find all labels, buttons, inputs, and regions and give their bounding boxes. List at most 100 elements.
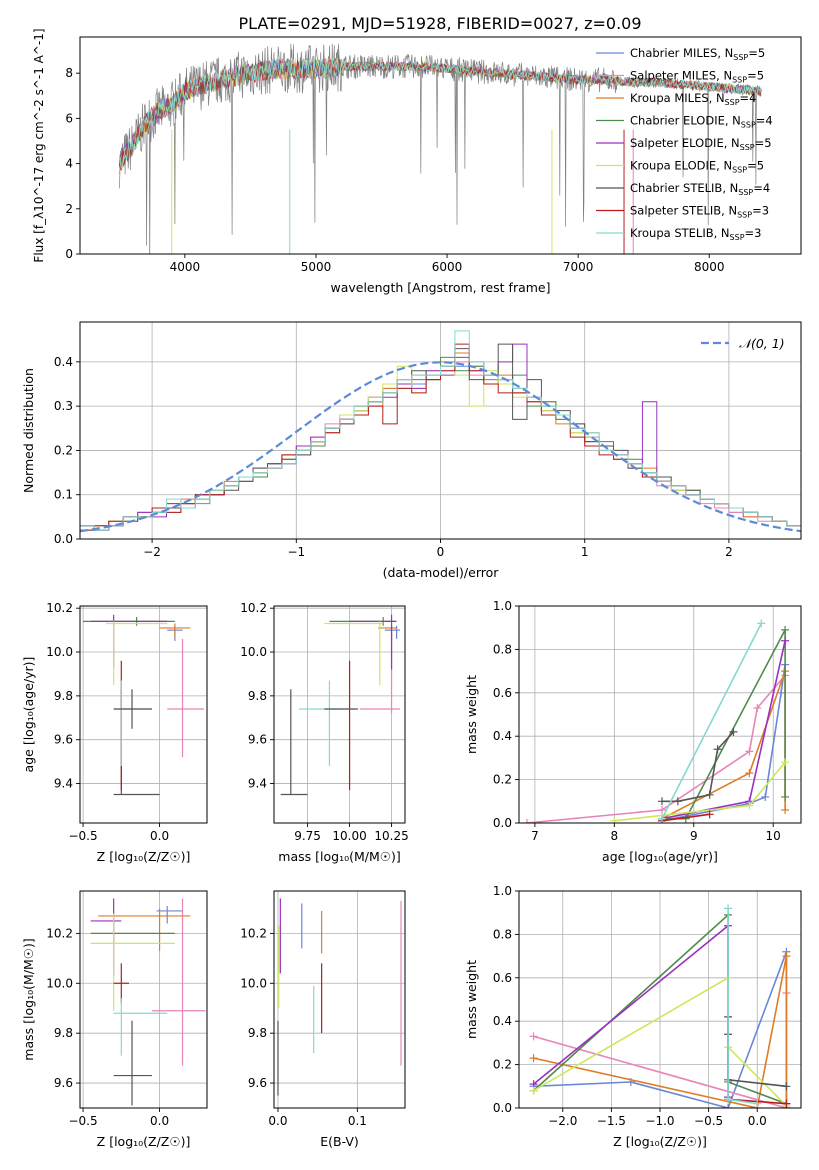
- x-tick-label: −0.5: [68, 829, 97, 843]
- y-tick-label: 9.6: [54, 1076, 73, 1090]
- y-tick-label: 6: [65, 111, 73, 125]
- y-tick-label: 9.4: [54, 777, 73, 791]
- model-spectrum-kroupa_stelib: [119, 57, 762, 170]
- y-tick-label: 1.0: [493, 599, 512, 613]
- x-tick-label: −0.5: [694, 1114, 723, 1128]
- mass-weight-marker: [724, 1104, 733, 1108]
- x-tick-label: 8000: [694, 260, 725, 274]
- y-tick-label: 9.8: [248, 689, 267, 703]
- y-tick-label: 10.0: [46, 645, 73, 659]
- legend-label-sub: SSP: [732, 76, 747, 85]
- x-tick-label: 7: [531, 829, 539, 843]
- massweight-vs-age-panel: 7 8 9 10 0.0 0.2 0.4 0.6 0.8 1.0 age [log₁₀(age/yr…: [464, 599, 802, 864]
- x-tick-label: −2.0: [548, 1114, 577, 1128]
- mass-weight-marker: [781, 636, 790, 645]
- x-tick-label: 0: [437, 545, 445, 559]
- gaussian-curve: [80, 361, 801, 533]
- legend-label-main: Chabrier MILES, N: [630, 46, 733, 60]
- y-tick-label: 9.4: [248, 777, 267, 791]
- y-tick-label: 10.2: [46, 601, 73, 615]
- mass-weight-marker: [724, 1095, 733, 1104]
- legend-label: Salpeter STELIB, NSSP=3: [630, 204, 769, 220]
- y-axis-label: age [log₁₀(age/yr)]: [21, 657, 36, 773]
- plot-area: [80, 330, 801, 539]
- y-tick-label: 9.8: [248, 1026, 267, 1040]
- x-tick-label: −0.5: [68, 1114, 97, 1128]
- mass-weight-line: [661, 813, 710, 822]
- legend-label: Kroupa STELIB, NSSP=3: [630, 226, 761, 242]
- y-tick-label: 0.6: [493, 971, 512, 985]
- mass-weight-line: [533, 955, 788, 1108]
- x-tick-label: 6000: [432, 260, 463, 274]
- legend-label: Salpeter MILES, NSSP=5: [630, 69, 764, 85]
- mass-weight-marker: [753, 1099, 762, 1108]
- x-tick-label: −1.0: [645, 1114, 674, 1128]
- legend-label-suffix: =5: [748, 46, 765, 60]
- x-tick-label: 0.1: [348, 1114, 367, 1128]
- figure-title: PLATE=0291, MJD=51928, FIBERID=0027, z=0…: [238, 14, 641, 33]
- legend-label-sub: SSP: [732, 166, 747, 175]
- y-tick-label: 0.4: [493, 729, 512, 743]
- x-tick-label: 10: [766, 829, 781, 843]
- mass-weight-marker: [782, 1082, 791, 1091]
- axes-frame: [79, 605, 208, 824]
- x-tick-label: 0.0: [150, 829, 169, 843]
- residuals-panel: −2 −1 0 1 2 0.0 0.1 0.2 0.3 0.4 (data-model)/error…: [21, 321, 802, 580]
- legend-label-suffix: =5: [747, 69, 764, 83]
- plot-area: [277, 898, 402, 1096]
- x-tick-label: 0.0: [150, 1114, 169, 1128]
- y-tick-label: 9.6: [54, 733, 73, 747]
- mass-weight-marker: [529, 1054, 538, 1063]
- plot-area: [83, 614, 204, 796]
- legend-label-main: Kroupa STELIB, N: [630, 226, 730, 240]
- y-tick-label: 0.2: [493, 1058, 512, 1072]
- y-tick-label: 4: [65, 157, 73, 171]
- spectrum-panel: 4000 5000 6000 7000 8000 0 2 4 6 8 wavelength [Ang…: [32, 28, 802, 295]
- y-tick-label: 9.6: [248, 733, 267, 747]
- x-tick-label: 4000: [170, 260, 201, 274]
- y-tick-label: 0.0: [493, 1101, 512, 1115]
- legend-label: 𝒩(0, 1): [739, 336, 785, 351]
- legend-label-sub: SSP: [730, 233, 745, 242]
- mass-weight-marker: [657, 805, 666, 814]
- mass-vs-z-panel: −0.5 0.0 9.6 9.8 10.0 10.2 Z [log₁₀(Z/Z☉)] mass…: [21, 890, 208, 1149]
- legend-label: Chabrier ELODIE, NSSP=4: [630, 114, 773, 130]
- age-vs-mass-panel: 9.75 10.00 10.25 9.4 9.6 9.8 10.0 10.2 mass [log…: [240, 601, 408, 864]
- y-tick-label: 0.4: [54, 355, 73, 369]
- x-tick-label: −2: [143, 545, 161, 559]
- legend-label-sub: SSP: [740, 143, 755, 152]
- mass-weight-marker: [724, 904, 733, 913]
- y-tick-label: 9.8: [54, 1026, 73, 1040]
- y-tick-label: 0.0: [54, 532, 73, 546]
- mass-weight-marker: [761, 792, 770, 801]
- mass-vs-ebv-panel: 0.0 0.1 9.6 9.8 10.0 10.2 E(B-V): [240, 890, 406, 1149]
- mass-weight-marker: [781, 792, 790, 801]
- x-axis-label: (data-model)/error: [383, 565, 500, 580]
- y-axis-label: Normed distribution: [21, 368, 36, 493]
- x-tick-label: 5000: [301, 260, 332, 274]
- legend-label-suffix: =3: [752, 204, 769, 218]
- y-tick-label: 0.0: [493, 816, 512, 830]
- x-axis-label: mass [log₁₀(M/M☉)]: [278, 849, 400, 864]
- legend-label-main: Kroupa ELODIE, N: [630, 159, 732, 173]
- legend-label-suffix: =3: [745, 226, 762, 240]
- plot-area: [280, 614, 400, 796]
- mass-weight-marker: [529, 1032, 538, 1041]
- y-tick-label: 10.0: [240, 645, 267, 659]
- mass-weight-marker: [610, 816, 619, 823]
- legend-label: Salpeter ELODIE, NSSP=5: [630, 136, 772, 152]
- mass-weight-marker: [705, 790, 714, 799]
- x-tick-label: 9: [690, 829, 698, 843]
- legend-label-main: Salpeter MILES, N: [630, 69, 732, 83]
- x-axis-label: wavelength [Angstrom, rest frame]: [330, 280, 550, 295]
- plot-area: [118, 43, 763, 254]
- y-tick-label: 10.2: [240, 601, 267, 615]
- y-tick-label: 2: [65, 202, 73, 216]
- plot-area: [522, 619, 790, 823]
- axes-frame: [518, 605, 802, 824]
- mass-weight-marker: [745, 801, 754, 810]
- mass-weight-marker: [777, 688, 786, 697]
- mass-weight-marker: [522, 819, 531, 823]
- y-tick-label: 0.1: [54, 488, 73, 502]
- x-tick-label: 1: [581, 545, 589, 559]
